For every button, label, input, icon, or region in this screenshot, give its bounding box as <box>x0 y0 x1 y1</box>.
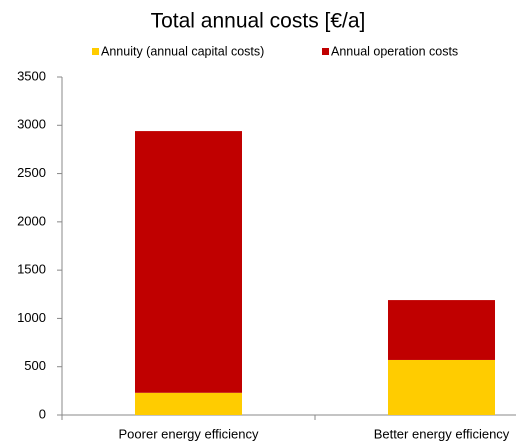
y-tick-label: 3500 <box>17 68 46 83</box>
bar-segment <box>135 392 242 415</box>
legend-swatch <box>322 48 329 55</box>
legend-swatch <box>92 48 99 55</box>
y-tick-label: 1000 <box>17 310 46 325</box>
legend-label: Annuity (annual capital costs) <box>101 44 264 58</box>
bar-segment <box>388 359 495 415</box>
x-tick-label: Poorer energy efficiency <box>119 426 259 441</box>
bar-segment <box>388 300 495 360</box>
y-tick-label: 0 <box>39 406 46 421</box>
y-tick-label: 2500 <box>17 165 46 180</box>
legend-label: Annual operation costs <box>331 44 458 58</box>
x-tick-label: Better energy efficiency <box>374 426 510 441</box>
chart-title: Total annual costs [€/a] <box>151 10 366 33</box>
y-tick-label: 2000 <box>17 213 46 228</box>
bar-segment <box>135 131 242 393</box>
y-tick-label: 500 <box>24 358 46 373</box>
y-tick-label: 3000 <box>17 117 46 132</box>
y-tick-label: 1500 <box>17 262 46 277</box>
